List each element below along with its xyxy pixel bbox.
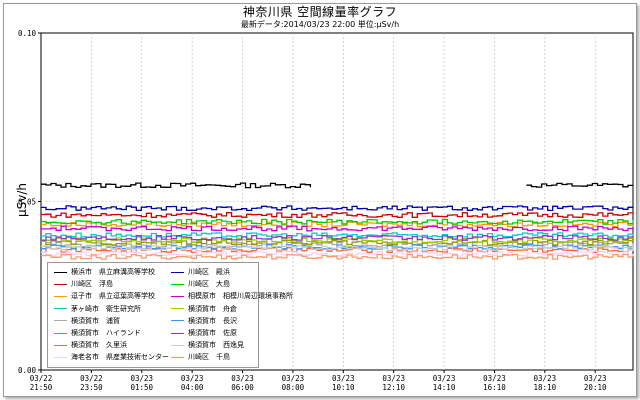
legend-swatch	[54, 320, 67, 322]
x-tick-label-time: 21:50	[30, 383, 53, 392]
legend-swatch	[171, 344, 184, 346]
legend-item: 横須賀市 佐原	[171, 328, 237, 338]
legend-label: 横浜市 県立麻溝高等学校	[71, 268, 155, 276]
legend-label: 海老名市 県産業技術センター	[71, 353, 169, 362]
x-tick-label-date: 03/23	[483, 374, 506, 383]
legend-item: 横須賀市 ハイランド	[54, 328, 141, 338]
x-tick-label-time: 01:50	[130, 383, 153, 392]
legend-item: 海老名市 県産業技術センター	[54, 352, 169, 362]
legend-swatch	[54, 295, 67, 297]
legend-label: 川崎区 大島	[188, 280, 230, 289]
legend-swatch	[54, 356, 67, 358]
x-tick-label-date: 03/23	[382, 374, 405, 383]
legend-item: 横浜市 県立麻溝高等学校	[54, 267, 155, 277]
series-line-0-seg-0	[41, 182, 312, 189]
series-line-9-seg-0	[41, 218, 634, 225]
legend-item: 川崎区 千鳥	[171, 352, 230, 362]
series-line-0-seg-1	[526, 182, 633, 188]
chart-subtitle: 最新データ:2014/03/23 22:00 単位:μSv/h	[240, 20, 400, 29]
x-tick-label-date: 03/23	[181, 374, 204, 383]
legend-item: 横須賀市 西逸見	[171, 340, 244, 350]
x-tick-label-date: 03/23	[231, 374, 254, 383]
legend-swatch	[54, 332, 67, 334]
series-line-1-seg-0	[41, 212, 634, 218]
series-line-13-seg-0	[41, 234, 634, 241]
y-tick-label: 0.05	[18, 198, 36, 207]
legend-item: 川崎区 大島	[171, 279, 230, 289]
chart-title: 神奈川県 空間線量率グラフ	[242, 5, 398, 19]
legend-swatch	[171, 332, 184, 334]
x-tick-label-date: 03/22	[80, 374, 103, 383]
legend-swatch	[171, 308, 184, 310]
y-tick-label: 0.00	[18, 366, 37, 375]
legend-label: 茅ヶ崎市 衛生研究所	[71, 304, 141, 313]
x-tick-label-date: 03/23	[584, 374, 607, 383]
chart-legend: 横浜市 県立麻溝高等学校 川崎区 浮島逗子市 県立逗葉高等学校 茅ヶ崎市 衛生研究所…	[47, 262, 293, 368]
legend-swatch	[54, 344, 67, 346]
x-tick-label-date: 03/22	[30, 374, 53, 383]
series-line-15-seg-0	[41, 253, 634, 260]
series-line-7-seg-0	[41, 250, 634, 257]
legend-label: 横須賀市 西逸見	[188, 341, 244, 350]
legend-label: 横須賀市 浦賀	[71, 316, 120, 325]
x-tick-label-time: 18:10	[534, 383, 557, 392]
legend-label: 川崎区 千鳥	[188, 353, 230, 362]
legend-item: 横須賀市 久里浜	[54, 340, 127, 350]
legend-item: 逗子市 県立逗葉高等学校	[54, 291, 155, 301]
x-tick-label-time: 10:10	[332, 383, 355, 392]
legend-swatch	[171, 356, 184, 358]
x-tick-label-time: 20:10	[584, 383, 607, 392]
x-tick-label-time: 23:50	[80, 383, 103, 392]
series-line-12-seg-0	[41, 243, 634, 250]
legend-swatch	[171, 295, 184, 297]
legend-label: 横須賀市 ハイランド	[71, 329, 141, 337]
legend-label: 川崎区 殿浜	[188, 268, 230, 276]
legend-item: 横須賀市 長沢	[171, 316, 237, 326]
legend-label: 横須賀市 佐原	[188, 329, 237, 337]
x-tick-label-time: 12:10	[382, 383, 405, 392]
legend-item: 相模原市 相模川周辺環境事務所	[171, 291, 293, 301]
x-tick-label-time: 16:10	[483, 383, 506, 392]
series-line-6-seg-0	[41, 239, 634, 246]
legend-swatch	[54, 271, 67, 273]
series-line-10-seg-0	[41, 225, 634, 232]
x-tick-label-date: 03/23	[282, 374, 305, 383]
legend-item: 川崎区 浮島	[54, 279, 113, 289]
y-tick-label: 0.10	[18, 29, 37, 38]
legend-swatch	[171, 283, 184, 285]
x-tick-label-time: 04:00	[181, 383, 204, 392]
x-tick-label-time: 14:10	[433, 383, 456, 392]
series-line-14-seg-0	[41, 245, 634, 251]
x-tick-label-date: 03/23	[433, 374, 456, 383]
legend-swatch	[171, 271, 184, 273]
x-tick-label-date: 03/23	[534, 374, 557, 383]
legend-label: 横須賀市 舟倉	[188, 304, 237, 313]
legend-item: 川崎区 殿浜	[171, 267, 230, 277]
x-tick-label-time: 06:00	[231, 383, 254, 392]
legend-label: 横須賀市 久里浜	[71, 341, 127, 350]
legend-item: 横須賀市 舟倉	[171, 304, 237, 314]
x-tick-label-time: 08:00	[282, 383, 305, 392]
legend-item: 茅ヶ崎市 衛生研究所	[54, 304, 141, 314]
x-tick-label-date: 03/23	[332, 374, 355, 383]
series-line-2-seg-0	[41, 221, 634, 228]
legend-item: 横須賀市 浦賀	[54, 316, 120, 326]
legend-label: 相模原市 相模川周辺環境事務所	[188, 292, 293, 301]
legend-label: 川崎区 浮島	[71, 280, 113, 289]
legend-swatch	[54, 308, 67, 310]
x-tick-label-date: 03/23	[130, 374, 153, 383]
legend-label: 逗子市 県立逗葉高等学校	[71, 292, 155, 301]
legend-swatch	[171, 320, 184, 322]
legend-label: 横須賀市 長沢	[188, 316, 237, 325]
legend-swatch	[54, 283, 67, 285]
series-line-8-seg-0	[41, 205, 634, 212]
